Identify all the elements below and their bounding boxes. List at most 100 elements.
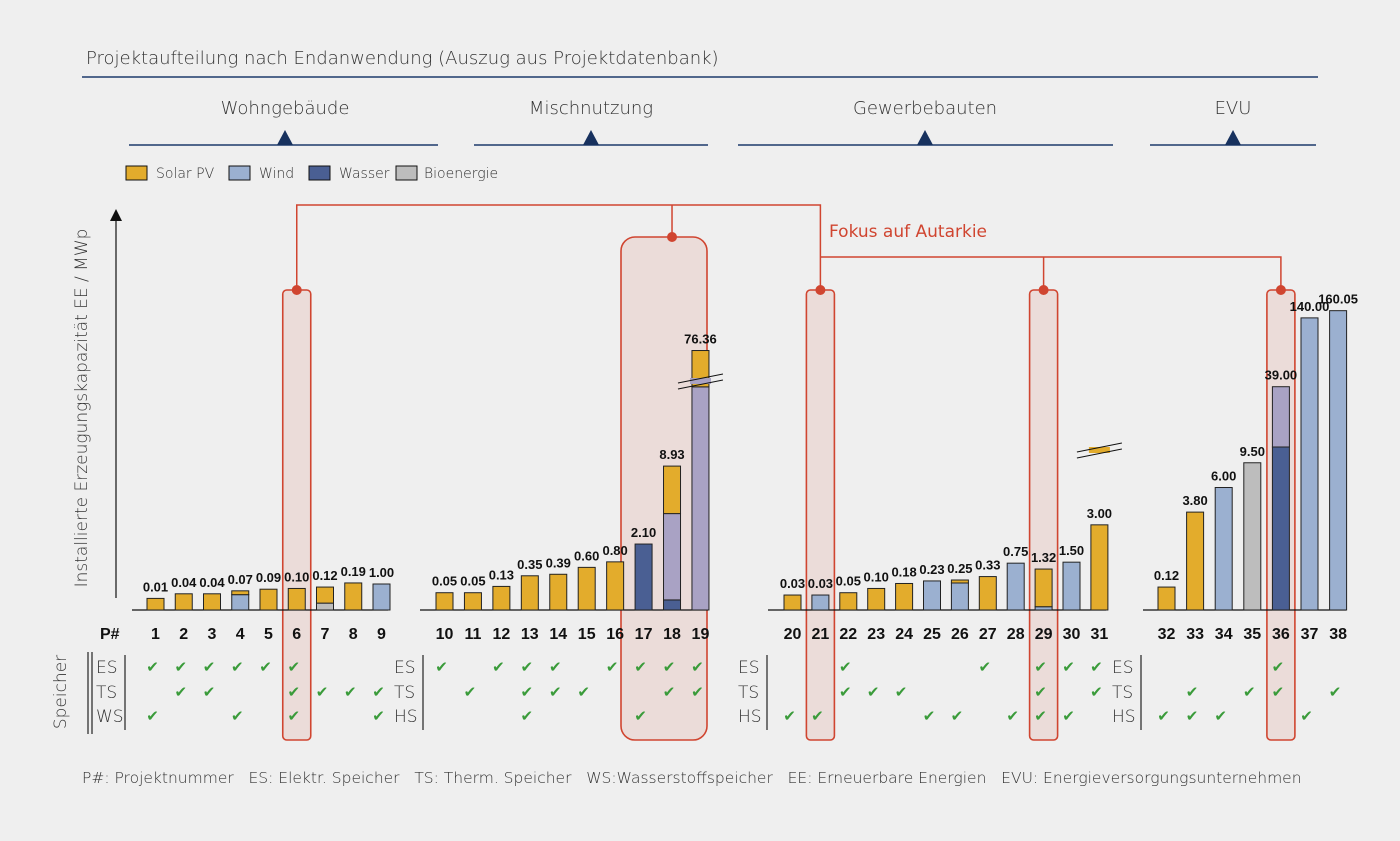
legend: Solar PV Wind Wasser Bioenergie <box>125 165 498 182</box>
value-label-10: 0.05 <box>432 574 457 589</box>
bar-11-pv <box>463 592 482 611</box>
project-number-3: 3 <box>208 626 217 643</box>
bar-17-wasser <box>634 543 653 611</box>
check-7-1: ✔ <box>316 683 329 701</box>
project-number-8: 8 <box>349 626 358 643</box>
value-label-32: 0.12 <box>1154 568 1179 583</box>
value-label-35: 9.50 <box>1240 444 1265 459</box>
axis-break-bg-19 <box>689 378 711 384</box>
value-label-14: 0.39 <box>546 555 571 570</box>
bar-30-wind <box>1062 561 1081 611</box>
value-label-18: 8.93 <box>659 447 684 462</box>
check-35-1: ✔ <box>1243 683 1256 701</box>
value-label-12: 0.13 <box>489 567 514 582</box>
project-number-30: 30 <box>1063 626 1081 643</box>
check-33-2: ✔ <box>1186 707 1199 725</box>
legend-label-wasser: Wasser <box>339 166 390 182</box>
value-label-7: 0.12 <box>312 568 337 583</box>
storage-label-0-2: WS <box>96 707 124 727</box>
focus-connector-2 <box>820 256 1282 290</box>
check-31-1: ✔ <box>1090 683 1103 701</box>
check-4-2: ✔ <box>231 707 244 725</box>
bar-19-wind <box>691 386 710 611</box>
y-axis-label: Installierte Erzeugungskapazität EE / MW… <box>72 229 92 588</box>
value-label-8: 0.19 <box>341 564 366 579</box>
check-21-2: ✔ <box>811 707 824 725</box>
project-number-38: 38 <box>1329 626 1347 643</box>
bar-31-pv <box>1090 524 1109 611</box>
storage-title: Speicher <box>51 655 71 729</box>
check-31-0: ✔ <box>1090 658 1103 676</box>
focus-dot-21 <box>815 285 826 295</box>
check-16-0: ✔ <box>606 658 619 676</box>
project-number-37: 37 <box>1301 626 1319 643</box>
project-number-27: 27 <box>979 626 997 643</box>
check-11-1: ✔ <box>464 683 477 701</box>
bar-13-pv <box>520 575 539 611</box>
project-number-12: 12 <box>492 626 510 643</box>
check-36-0: ✔ <box>1272 658 1285 676</box>
value-label-30: 1.50 <box>1059 543 1084 558</box>
check-26-2: ✔ <box>951 707 964 725</box>
value-label-6: 0.10 <box>284 569 309 584</box>
check-17-0: ✔ <box>634 658 647 676</box>
bar-2-pv <box>174 593 193 611</box>
project-number-6: 6 <box>292 626 301 643</box>
value-label-33: 3.80 <box>1182 493 1207 508</box>
check-32-2: ✔ <box>1157 707 1170 725</box>
value-label-3: 0.04 <box>199 575 225 590</box>
value-label-37: 140.00 <box>1290 299 1330 314</box>
project-number-2: 2 <box>179 626 188 643</box>
bar-36-wind <box>1271 386 1290 448</box>
storage-label-1-1: TS <box>394 683 415 703</box>
check-19-0: ✔ <box>691 658 704 676</box>
bar-14-pv <box>549 573 568 611</box>
check-24-1: ✔ <box>895 683 908 701</box>
focus-box-21 <box>805 289 836 741</box>
bar-12-pv <box>492 585 511 611</box>
group-label-1: Mischnutzung <box>529 98 653 119</box>
value-label-15: 0.60 <box>574 548 599 563</box>
check-37-2: ✔ <box>1300 707 1313 725</box>
storage-label-1-2: HS <box>394 707 418 727</box>
bar-35-bio <box>1243 462 1262 611</box>
bar-33-pv <box>1186 511 1205 611</box>
check-30-2: ✔ <box>1062 707 1075 725</box>
value-label-2: 0.04 <box>171 575 197 590</box>
project-number-29: 29 <box>1035 626 1053 643</box>
bar-6-pv <box>287 587 306 611</box>
project-number-15: 15 <box>578 626 596 643</box>
value-label-9: 1.00 <box>369 565 394 580</box>
legend-label-wind: Wind <box>259 166 294 182</box>
check-3-1: ✔ <box>203 683 216 701</box>
project-number-13: 13 <box>521 626 539 643</box>
project-number-20: 20 <box>784 626 802 643</box>
project-number-26: 26 <box>951 626 969 643</box>
group-marker-1 <box>583 130 599 145</box>
check-8-1: ✔ <box>344 683 357 701</box>
check-12-0: ✔ <box>492 658 505 676</box>
check-13-0: ✔ <box>521 658 534 676</box>
focus-dot-36 <box>1275 285 1286 295</box>
bar-24-pv <box>895 582 914 611</box>
check-3-0: ✔ <box>203 658 216 676</box>
focus-connector-0 <box>296 204 822 290</box>
check-5-0: ✔ <box>259 658 272 676</box>
check-6-1: ✔ <box>287 683 300 701</box>
check-23-1: ✔ <box>867 683 880 701</box>
bar-32-pv <box>1157 586 1176 611</box>
p-number-label: P# <box>100 626 120 643</box>
bar-23-pv <box>867 587 886 611</box>
check-33-1: ✔ <box>1186 683 1199 701</box>
project-number-14: 14 <box>549 626 567 643</box>
storage-label-0-1: TS <box>96 683 117 703</box>
project-number-19: 19 <box>692 626 710 643</box>
value-label-26: 0.25 <box>947 561 972 576</box>
footer-legend: P#: Projektnummer ES: Elektr. Speicher T… <box>82 769 1302 787</box>
project-number-9: 9 <box>377 626 386 643</box>
check-27-0: ✔ <box>979 658 992 676</box>
check-6-2: ✔ <box>287 707 300 725</box>
check-10-0: ✔ <box>435 658 448 676</box>
legend-label-solar: Solar PV <box>156 166 215 182</box>
